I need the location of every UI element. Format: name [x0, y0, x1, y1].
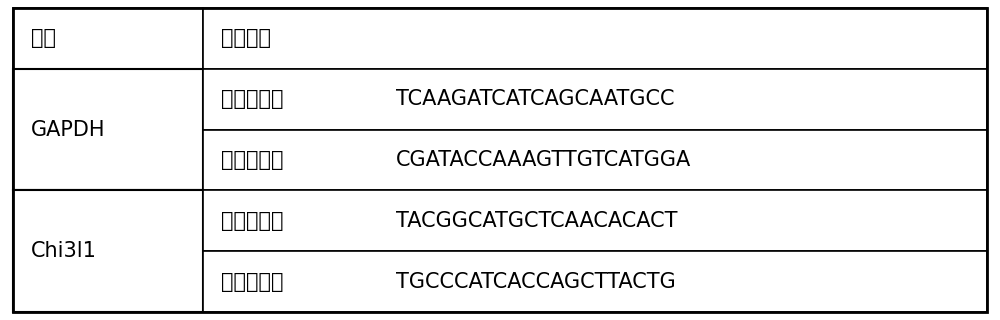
Text: TCAAGATCATCAGCAATGCC: TCAAGATCATCAGCAATGCC [396, 89, 674, 109]
Text: GAPDH: GAPDH [31, 120, 106, 140]
Text: 下游引物：: 下游引物： [221, 272, 283, 292]
Bar [203, 130, 987, 190]
Bar [203, 8, 987, 69]
Text: 基因: 基因 [31, 28, 56, 48]
Bar [13, 69, 203, 190]
Text: TGCCCATCACCAGCTTACTG: TGCCCATCACCAGCTTACTG [396, 272, 676, 292]
Bar [203, 251, 987, 312]
Text: 引物序列: 引物序列 [221, 28, 271, 48]
Text: 下游引物：: 下游引物： [221, 150, 283, 170]
Text: CGATACCAAAGTTGTCATGGA: CGATACCAAAGTTGTCATGGA [396, 150, 691, 170]
Text: Chi3l1: Chi3l1 [31, 241, 97, 261]
Bar [203, 190, 987, 251]
Bar [13, 190, 203, 312]
Text: TACGGCATGCTCAACACACT: TACGGCATGCTCAACACACT [396, 211, 677, 231]
Text: 上游引物：: 上游引物： [221, 211, 283, 231]
Text: 上游引物：: 上游引物： [221, 89, 283, 109]
Bar [13, 8, 203, 69]
Bar [203, 69, 987, 130]
